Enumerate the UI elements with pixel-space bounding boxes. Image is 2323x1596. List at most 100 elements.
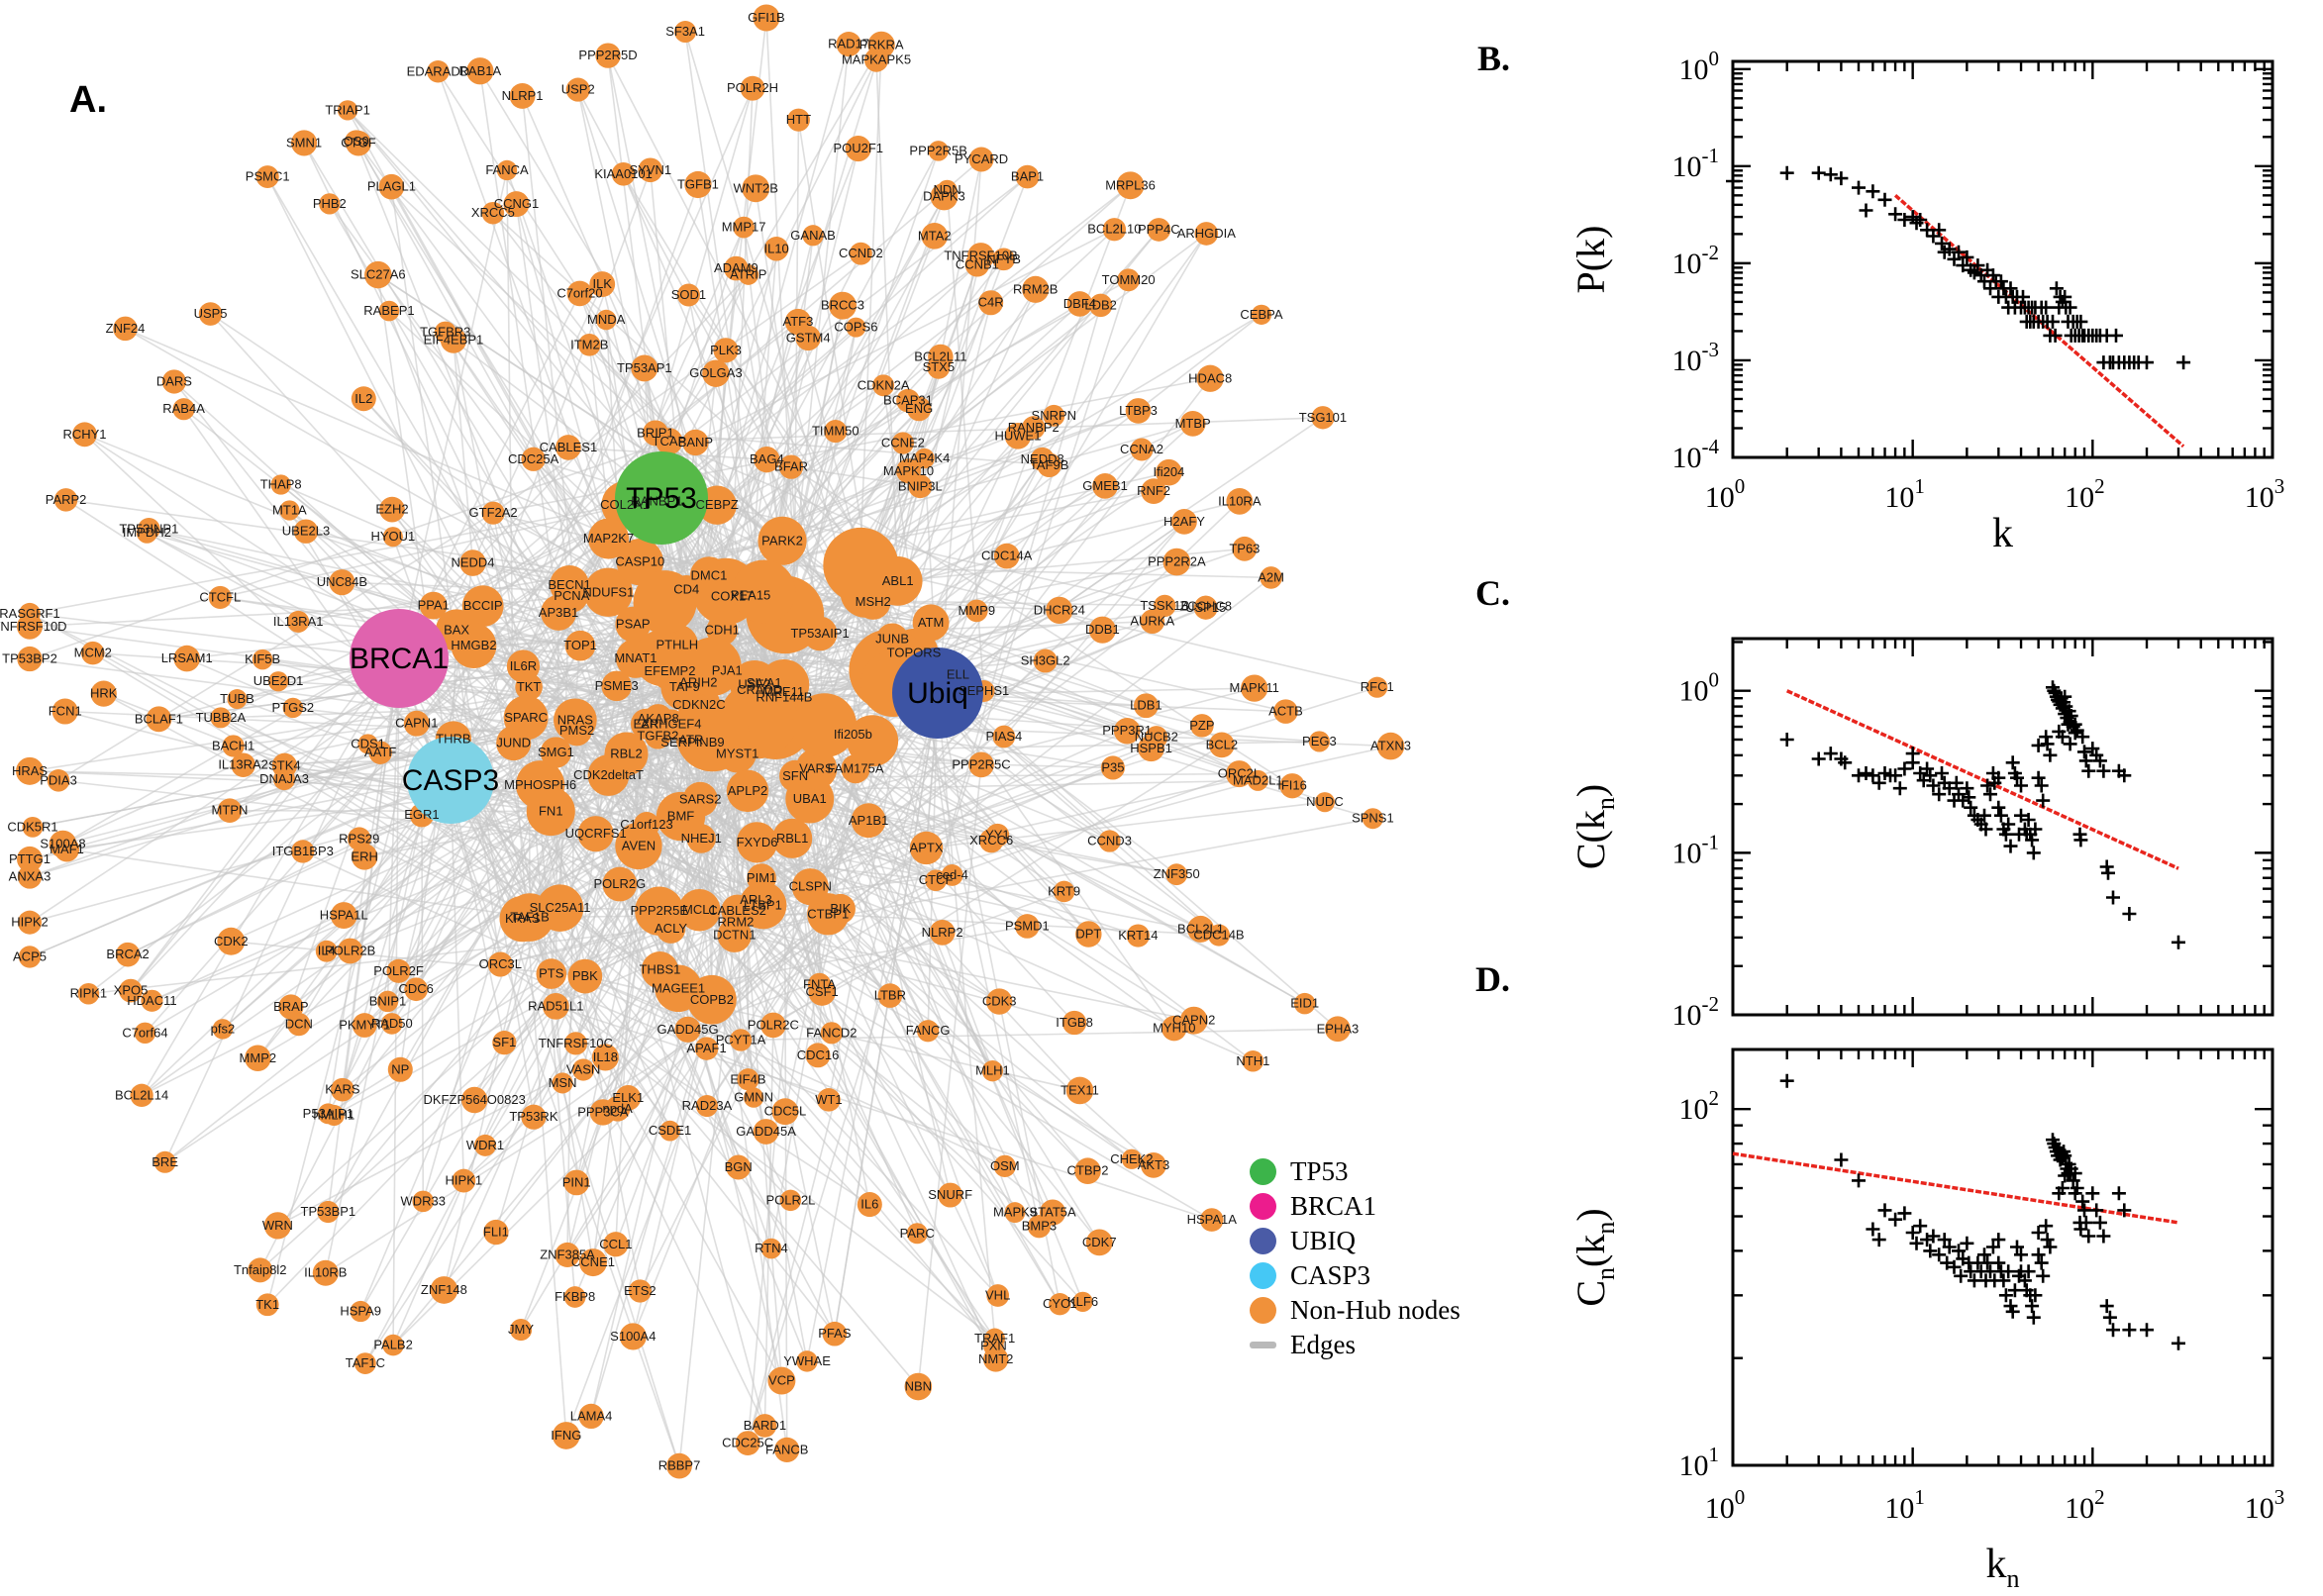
network-node-label: BCL2L14 — [115, 1087, 168, 1102]
network-node-label: SERPINB9 — [660, 735, 724, 749]
network-node — [737, 1068, 759, 1091]
network-node-label: USP5 — [194, 306, 228, 321]
network-node — [1171, 508, 1197, 535]
network-node-label: AP3B1 — [539, 605, 578, 620]
network-node-label: SNURF — [928, 1187, 972, 1202]
network-node-label: TRIAP1 — [325, 102, 370, 117]
network-node-label: MPHOSPH6 — [504, 777, 576, 792]
network-node-label: PLK3 — [710, 343, 742, 357]
network-node-label: CHEK2 — [1110, 1151, 1153, 1166]
network-node — [1247, 769, 1268, 791]
network-node — [1015, 164, 1040, 189]
network-node-label: RBL1 — [776, 831, 809, 846]
network-node — [382, 527, 403, 548]
network-node-label: ABL1 — [882, 573, 914, 588]
network-node-label: CCND3 — [1087, 834, 1132, 848]
network-node — [895, 458, 921, 484]
network-node — [434, 321, 456, 344]
network-edge — [141, 657, 400, 1096]
network-node — [1162, 548, 1191, 576]
network-node-label: AURKA — [1130, 614, 1174, 629]
network-node — [589, 1099, 617, 1126]
network-node-label: RABEP1 — [363, 303, 414, 318]
network-node — [459, 549, 486, 576]
network-node — [760, 1238, 782, 1259]
network-node-label: SPNS1 — [1352, 811, 1394, 826]
network-node — [567, 958, 603, 994]
network-node-label: SF3A1 — [665, 24, 705, 39]
network-node-label: APTX — [910, 840, 944, 854]
network-node-label: UNC84B — [317, 574, 367, 589]
network-node-label: PPP4C — [1138, 222, 1180, 237]
network-node-label: TCAP — [653, 434, 687, 449]
network-node-label: SLC27A6 — [351, 267, 406, 282]
network-node-label: HDAC8 — [1188, 370, 1232, 385]
network-node — [119, 978, 143, 1003]
network-node — [1116, 171, 1145, 200]
network-node-label: RASGRF1 — [0, 606, 60, 621]
network-node — [287, 610, 310, 633]
network-node — [763, 237, 789, 261]
network-edge — [701, 838, 1139, 937]
network-node-label: CDK5R1 — [7, 819, 57, 834]
network-node-label: ANXA3 — [9, 869, 51, 884]
edge-swatch-icon — [1250, 1342, 1276, 1348]
network-node — [1154, 594, 1176, 618]
network-node — [291, 130, 318, 156]
network-node-label: NFYB — [986, 251, 1021, 266]
network-node-label: MCL1 — [682, 902, 717, 917]
network-node-label: EIF4EBP1 — [424, 333, 484, 348]
network-node — [817, 1088, 841, 1112]
network-node-label: AVEN — [622, 838, 656, 852]
axis-ticks — [1731, 639, 2274, 1017]
network-node-label: CCNA2 — [1120, 442, 1163, 456]
network-node — [771, 1098, 799, 1126]
network-node — [747, 863, 776, 893]
network-node-label: USP2 — [561, 82, 595, 97]
network-edge — [173, 380, 689, 1031]
network-node — [993, 543, 1020, 569]
network-node-label: KRAS — [505, 911, 541, 926]
network-node-label: BRCC3 — [821, 298, 864, 313]
network-edge — [687, 890, 1064, 1031]
casp3-swatch-icon — [1250, 1262, 1276, 1289]
network-node-label: DKFZP564O0823 — [424, 1092, 526, 1107]
legend-item-casp3: CASP3 — [1250, 1258, 1461, 1293]
network-node — [906, 1223, 928, 1245]
network-node — [564, 630, 596, 661]
network-node — [378, 173, 405, 200]
network-node — [47, 768, 70, 792]
network-node — [1088, 293, 1113, 318]
network-node-label: CDC25A — [508, 451, 559, 466]
network-node-label: HRAS — [12, 763, 48, 778]
network-node — [337, 938, 363, 964]
network-node — [863, 48, 889, 72]
x-axis-label: kn — [1986, 1542, 2020, 1593]
network-node-label: DBF4 — [1063, 296, 1096, 311]
network-node-label: THBS1 — [639, 962, 680, 977]
network-node — [571, 1058, 595, 1081]
network-node-label: TKT — [517, 679, 542, 694]
panel-d-label: D. — [1475, 959, 1510, 999]
network-node-label: HIPK1 — [446, 1173, 483, 1188]
network-node — [778, 454, 804, 479]
network-node — [1022, 275, 1050, 303]
network-node-label: PTS — [539, 966, 564, 981]
network-edge — [797, 120, 874, 603]
network-node — [550, 564, 589, 605]
network-node-label: GFI1B — [748, 10, 785, 25]
network-node — [526, 787, 575, 837]
network-node — [566, 280, 593, 307]
network-node — [577, 816, 614, 852]
network-edge — [736, 910, 995, 1347]
network-node — [552, 1422, 580, 1449]
protein-interaction-network: ELL DBF4 TAF1B POLR2G POLR2F POLR2C POLR2B POLR… — [0, 4, 1411, 1479]
network-node-label: TP53AIP1 — [790, 626, 849, 641]
network-node-label: CAPN1 — [395, 716, 438, 731]
network-node-label: PRKRA — [859, 37, 904, 51]
network-node — [412, 1190, 435, 1213]
network-node — [198, 302, 223, 326]
network-node-label: ORC3L — [479, 956, 522, 971]
legend-item-ubiq: UBIQ — [1250, 1224, 1461, 1258]
network-node — [846, 317, 866, 338]
